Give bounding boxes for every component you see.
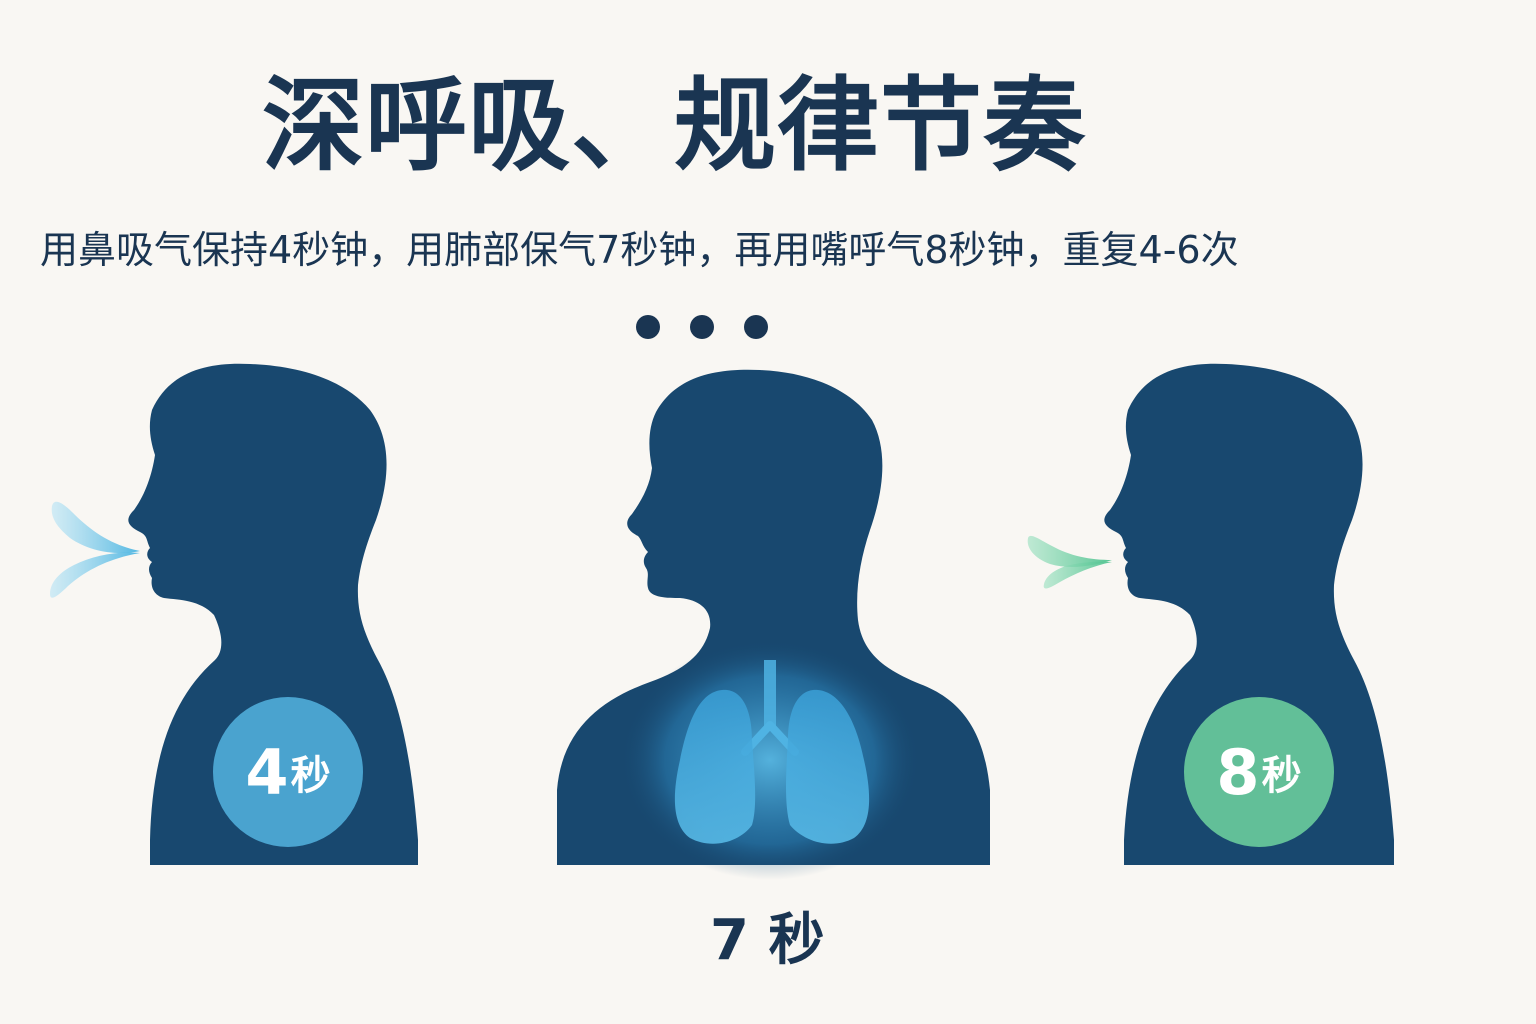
inhale-duration-number: 4 [245, 735, 289, 809]
dot [744, 315, 768, 339]
inhale-breath-icon [50, 501, 141, 598]
lungs-icon [620, 640, 920, 880]
exhale-breath-icon [1027, 535, 1112, 589]
exhale-duration-number: 8 [1216, 735, 1260, 809]
inhale-duration-unit: 秒 [290, 753, 331, 799]
page-title: 深呼吸、规律节奏 [262, 67, 1086, 186]
ellipsis-dots-icon [636, 315, 768, 339]
hold-duration-label: 7 秒 [710, 908, 825, 973]
instruction-text: 用鼻吸气保持4秒钟，用肺部保气7秒钟，再用嘴呼气8秒钟，重复4-6次 [40, 228, 1239, 272]
exhale-duration-unit: 秒 [1261, 753, 1302, 799]
dot [690, 315, 714, 339]
dot [636, 315, 660, 339]
